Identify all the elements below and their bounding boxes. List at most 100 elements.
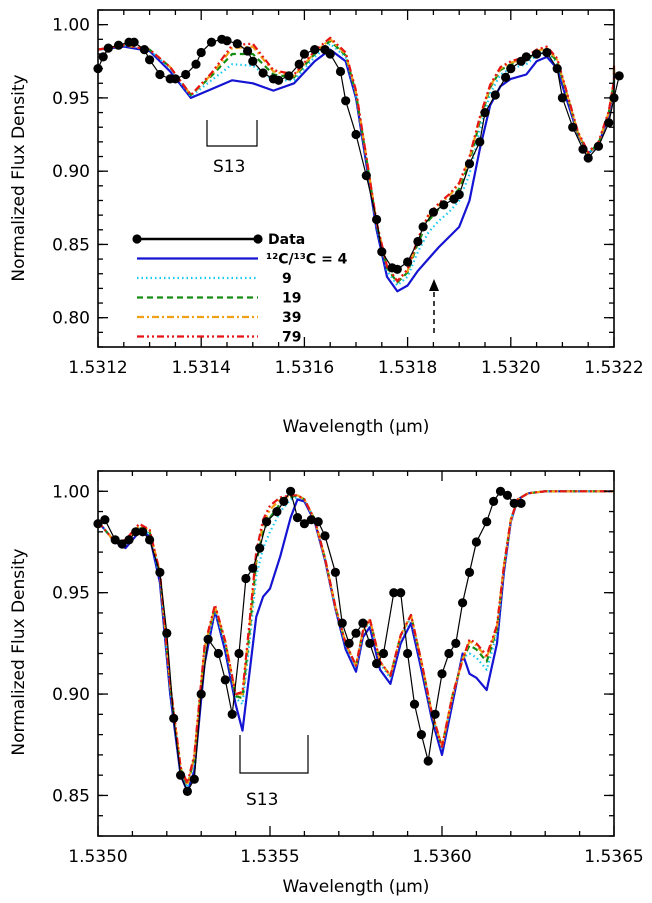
bottom-spectrum-panel: 1.5350 1.5355 1.5360 1.5365 0.85 0.90 0.95 1.0… <box>9 470 644 897</box>
bottom-data-series <box>93 486 526 797</box>
data-point <box>593 141 604 151</box>
data-point <box>335 66 346 77</box>
data-point <box>155 69 165 80</box>
data-point <box>568 122 578 132</box>
data-point <box>480 108 490 118</box>
legend: Data ¹²C/¹³C = 4 9 19 39 79 <box>132 232 348 346</box>
data-point <box>604 118 614 128</box>
series-line-5 <box>97 36 616 283</box>
data-point <box>396 588 406 598</box>
data-point <box>378 648 389 659</box>
data-point <box>351 129 361 140</box>
data-point <box>542 47 552 58</box>
data-point <box>138 527 148 537</box>
x-tick-label: 1.5316 <box>275 358 334 378</box>
data-point <box>403 648 413 659</box>
data-point <box>248 56 258 66</box>
legend-label: ¹²C/¹³C = 4 <box>266 252 348 268</box>
bottom-x-axis-title: Wavelength (μm) <box>283 877 430 897</box>
data-point <box>262 517 272 527</box>
x-tick-label: 1.5318 <box>378 358 437 378</box>
data-line <box>97 38 620 270</box>
data-point <box>430 709 440 719</box>
y-tick-label: 0.85 <box>52 235 90 255</box>
data-point <box>203 634 213 644</box>
y-tick-label: 1.00 <box>52 482 90 502</box>
data-point <box>213 648 223 659</box>
data-point <box>181 69 191 80</box>
data-point <box>475 137 485 147</box>
data-point <box>286 486 296 496</box>
data-point <box>220 675 230 685</box>
data-point <box>170 74 180 84</box>
data-point <box>206 37 217 47</box>
series-line-5 <box>97 490 614 785</box>
data-point <box>284 71 294 81</box>
bottom-plot-frame <box>97 470 615 837</box>
y-tick-label: 0.80 <box>52 309 90 329</box>
data-point <box>241 573 251 584</box>
data-point <box>365 638 375 649</box>
data-point <box>516 498 526 508</box>
data-point <box>114 40 124 50</box>
data-point <box>292 513 303 523</box>
data-point <box>222 36 232 46</box>
data-point <box>344 638 354 649</box>
data-point <box>196 689 206 699</box>
data-point <box>294 59 304 69</box>
data-point <box>272 507 282 517</box>
data-point <box>320 531 330 541</box>
data-point <box>191 59 201 69</box>
data-point <box>614 71 624 81</box>
data-point <box>145 55 155 65</box>
legend-data-marker <box>253 234 263 244</box>
x-tick-label: 1.5350 <box>68 847 127 867</box>
top-arrow-head <box>429 279 439 291</box>
data-point <box>337 618 347 628</box>
data-point <box>310 45 320 55</box>
data-point <box>502 490 512 500</box>
data-point <box>313 517 323 527</box>
data-point <box>145 535 155 545</box>
data-point <box>279 496 289 506</box>
y-tick-label: 0.90 <box>52 685 90 705</box>
y-tick-label: 0.95 <box>52 89 90 109</box>
top-s13-bracket <box>206 120 258 147</box>
data-point <box>232 39 242 49</box>
data-point <box>306 515 316 525</box>
data-point <box>124 535 134 545</box>
data-point <box>583 153 593 163</box>
data-point <box>196 47 206 58</box>
data-point <box>495 486 506 496</box>
top-x-axis-title: Wavelength (μm) <box>283 417 430 437</box>
bottom-y-axis: 0.85 0.90 0.95 1.00 <box>52 470 614 837</box>
data-point <box>489 496 499 506</box>
series-line-3 <box>97 39 616 284</box>
data-point <box>413 236 423 247</box>
data-point <box>255 543 265 553</box>
data-point <box>131 527 141 537</box>
data-point <box>437 669 447 679</box>
top-data-series <box>93 34 624 274</box>
data-point <box>439 200 449 210</box>
data-point <box>377 247 387 257</box>
data-point <box>182 786 192 797</box>
data-point <box>234 648 244 659</box>
top-spectrum-panel: 1.5312 1.5314 1.5316 1.5318 1.5320 1.5322 0.8… <box>9 9 644 437</box>
data-point <box>117 539 127 549</box>
legend-label: 9 <box>282 271 292 287</box>
data-point <box>341 96 351 106</box>
data-point <box>418 222 428 232</box>
data-point <box>458 598 468 608</box>
data-point <box>444 648 454 659</box>
data-point <box>325 49 335 59</box>
y-tick-label: 0.95 <box>52 584 90 604</box>
data-point <box>509 498 519 508</box>
data-point <box>189 774 199 784</box>
x-tick-label: 1.5314 <box>171 358 230 378</box>
data-point <box>552 64 562 74</box>
top-s13-label: S13 <box>213 157 245 177</box>
data-point <box>358 618 368 628</box>
data-point <box>464 567 475 578</box>
bottom-s13-bracket <box>239 735 309 774</box>
